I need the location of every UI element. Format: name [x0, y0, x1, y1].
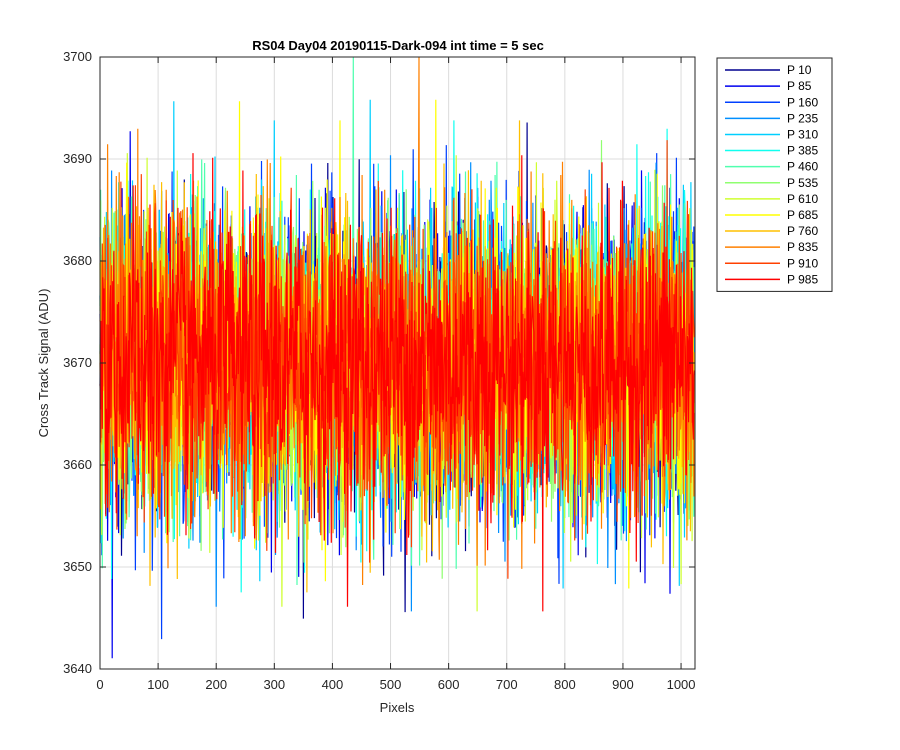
chart-title: RS04 Day04 20190115-Dark-094 int time = … [252, 38, 544, 53]
legend-label: P 985 [787, 272, 818, 286]
y-tick-label: 3690 [63, 151, 92, 166]
legend-label: P 835 [787, 240, 818, 254]
y-tick-label: 3700 [63, 49, 92, 64]
x-tick-label: 0 [96, 677, 103, 692]
legend-label: P 610 [787, 192, 818, 206]
legend-box [716, 57, 833, 292]
x-tick-label: 800 [554, 677, 576, 692]
axis-ticks: 0 100 200 300 400 500 600 700 800 900 1000 3640 3650… [63, 49, 695, 692]
legend-label: P 535 [787, 176, 818, 190]
legend-label: P 10 [787, 63, 812, 77]
x-axis-title: Pixels [380, 700, 415, 715]
x-tick-label: 100 [147, 677, 169, 692]
x-tick-label: 1000 [667, 677, 696, 692]
legend-label: P 760 [787, 224, 818, 238]
legend: P 10 P 85 P 160 P 235 P 310 P 385 P 460 P 535 P … [716, 57, 833, 292]
x-tick-label: 400 [322, 677, 344, 692]
legend-label: P 235 [787, 111, 818, 125]
legend-label: P 85 [787, 79, 812, 93]
x-tick-label: 200 [205, 677, 227, 692]
y-tick-label: 3650 [63, 559, 92, 574]
y-axis-title: Cross Track Signal (ADU) [36, 289, 51, 438]
x-tick-label: 900 [612, 677, 634, 692]
x-tick-label: 300 [263, 677, 285, 692]
legend-label: P 685 [787, 208, 818, 222]
y-tick-label: 3660 [63, 457, 92, 472]
series-line [99, 153, 695, 612]
legend-label: P 910 [787, 256, 818, 270]
x-tick-label: 700 [496, 677, 518, 692]
series-lines [99, 56, 695, 659]
x-tick-label: 600 [438, 677, 460, 692]
legend-label: P 160 [787, 95, 818, 109]
x-tick-label: 500 [380, 677, 402, 692]
y-tick-label: 3680 [63, 253, 92, 268]
y-tick-label: 3640 [63, 661, 92, 676]
legend-label: P 460 [787, 160, 818, 174]
legend-label: P 310 [787, 127, 818, 141]
y-tick-label: 3670 [63, 355, 92, 370]
legend-label: P 385 [787, 144, 818, 158]
